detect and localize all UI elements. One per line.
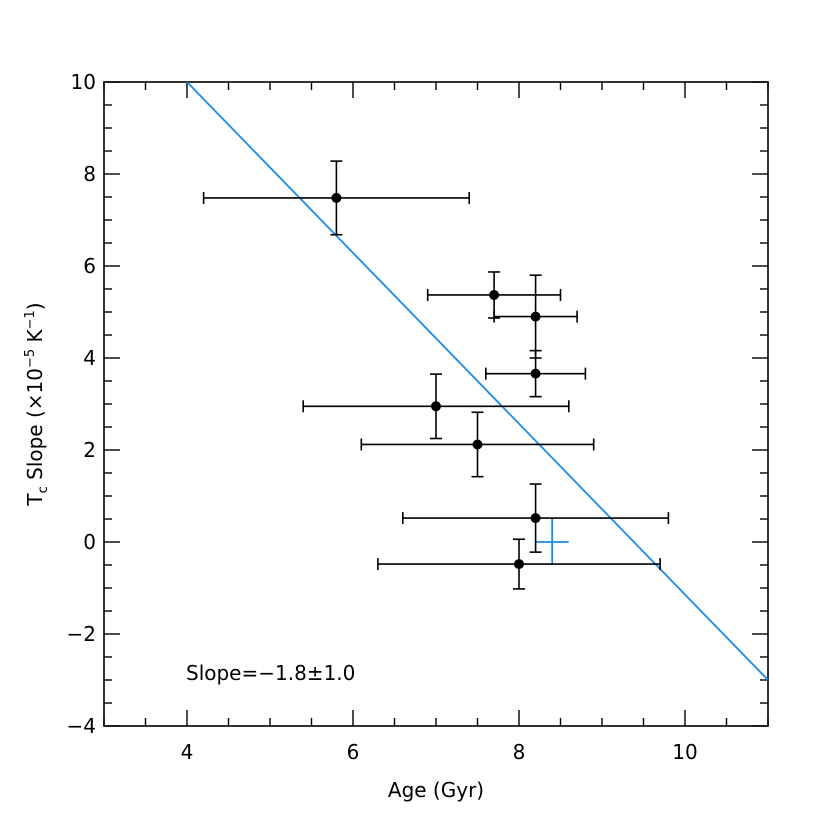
data-point bbox=[530, 311, 541, 322]
data-point bbox=[514, 559, 524, 570]
x-tick-label: 6 bbox=[347, 740, 360, 764]
y-tick-label: 6 bbox=[83, 254, 96, 278]
y-label-sub: c bbox=[36, 486, 51, 493]
y-tick-label: 8 bbox=[83, 162, 96, 186]
y-tick-label: 0 bbox=[83, 530, 96, 554]
y-label-rest: Slope (×10 bbox=[23, 368, 47, 486]
sun-marker-layer bbox=[535, 519, 569, 565]
data-point bbox=[431, 401, 441, 412]
x-tick-label: 8 bbox=[513, 740, 526, 764]
fit-line-layer bbox=[186, 81, 769, 681]
data-point-group bbox=[360, 411, 595, 478]
x-axis-label: Age (Gyr) bbox=[388, 778, 484, 802]
data-point-group bbox=[202, 160, 471, 236]
y-tick-label: 2 bbox=[83, 438, 96, 462]
data-point-group bbox=[426, 271, 562, 319]
data-point bbox=[530, 513, 541, 524]
data-point bbox=[472, 439, 483, 450]
data-point bbox=[489, 289, 500, 300]
x-tick-label: 4 bbox=[181, 740, 194, 764]
axis-ticks bbox=[103, 81, 769, 727]
slope-annotation: Slope=−1.8±1.0 bbox=[186, 661, 355, 685]
y-label-unit: K bbox=[23, 328, 47, 348]
y-label-exp: −5 bbox=[23, 349, 38, 368]
y-tick-label: 10 bbox=[71, 70, 96, 94]
y-tick-label: −4 bbox=[67, 714, 96, 738]
data-point bbox=[530, 368, 541, 379]
data-point-group bbox=[493, 274, 578, 359]
tick-labels-layer: 4 6 8 10 −4 −2 0 2 4 6 8 10 bbox=[67, 70, 698, 764]
y-tick-label: 4 bbox=[83, 346, 96, 370]
plot-frame bbox=[103, 81, 769, 727]
data-point-group bbox=[401, 483, 670, 553]
data-point-group bbox=[377, 538, 661, 590]
y-label-unit-exp: −1 bbox=[23, 310, 38, 329]
data-point bbox=[331, 192, 342, 203]
x-tick-label: 10 bbox=[672, 740, 697, 764]
y-tick-label: −2 bbox=[67, 622, 96, 646]
data-points-layer bbox=[202, 160, 670, 590]
fit-line bbox=[186, 81, 769, 681]
data-point-group bbox=[484, 349, 587, 398]
y-label-main: T bbox=[23, 493, 47, 507]
data-point-group bbox=[302, 373, 570, 440]
y-label-close: ) bbox=[23, 302, 47, 310]
y-axis-label: Tc Slope (×10−5 K−1) bbox=[23, 302, 51, 506]
